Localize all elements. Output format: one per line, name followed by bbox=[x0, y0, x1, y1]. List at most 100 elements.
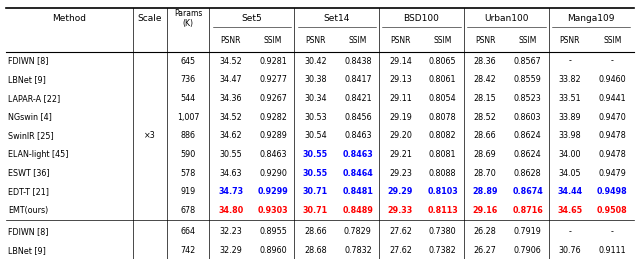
Text: 0.9470: 0.9470 bbox=[598, 113, 627, 121]
Text: 34.73: 34.73 bbox=[218, 187, 243, 196]
Text: 1,007: 1,007 bbox=[177, 113, 200, 121]
Text: 30.71: 30.71 bbox=[303, 187, 328, 196]
Text: 30.55: 30.55 bbox=[303, 150, 328, 159]
Text: 0.7906: 0.7906 bbox=[514, 246, 541, 255]
Text: 742: 742 bbox=[180, 246, 196, 255]
Text: 0.9267: 0.9267 bbox=[259, 94, 287, 103]
Text: 29.16: 29.16 bbox=[472, 206, 498, 215]
Text: 0.9111: 0.9111 bbox=[598, 246, 626, 255]
Text: 0.8081: 0.8081 bbox=[429, 150, 456, 159]
Text: 30.38: 30.38 bbox=[304, 75, 327, 84]
Text: 0.9303: 0.9303 bbox=[258, 206, 289, 215]
Text: BSD100: BSD100 bbox=[404, 14, 440, 23]
Text: 0.8624: 0.8624 bbox=[514, 131, 541, 140]
Text: -: - bbox=[568, 227, 572, 236]
Text: 29.19: 29.19 bbox=[389, 113, 412, 121]
Text: EMT(ours): EMT(ours) bbox=[8, 206, 49, 215]
Text: 33.82: 33.82 bbox=[559, 75, 581, 84]
Text: 0.7919: 0.7919 bbox=[514, 227, 541, 236]
Text: 28.89: 28.89 bbox=[472, 187, 498, 196]
Text: 0.8113: 0.8113 bbox=[428, 206, 458, 215]
Text: 0.7832: 0.7832 bbox=[344, 246, 372, 255]
Text: 0.8463: 0.8463 bbox=[344, 131, 372, 140]
Text: NGswin [4]: NGswin [4] bbox=[8, 113, 52, 121]
Text: 29.14: 29.14 bbox=[389, 57, 412, 66]
Text: 0.8463: 0.8463 bbox=[259, 150, 287, 159]
Text: 0.9460: 0.9460 bbox=[598, 75, 626, 84]
Text: -: - bbox=[611, 227, 614, 236]
Text: Method: Method bbox=[52, 14, 86, 23]
Text: 0.9290: 0.9290 bbox=[259, 169, 287, 177]
Text: 0.8523: 0.8523 bbox=[514, 94, 541, 103]
Text: 0.8061: 0.8061 bbox=[429, 75, 456, 84]
Text: 0.8674: 0.8674 bbox=[512, 187, 543, 196]
Text: 0.8054: 0.8054 bbox=[429, 94, 456, 103]
Text: 33.51: 33.51 bbox=[559, 94, 581, 103]
Text: 34.52: 34.52 bbox=[220, 113, 242, 121]
Text: 32.23: 32.23 bbox=[220, 227, 242, 236]
Text: 0.7829: 0.7829 bbox=[344, 227, 372, 236]
Text: 0.9282: 0.9282 bbox=[259, 113, 287, 121]
Text: 29.33: 29.33 bbox=[388, 206, 413, 215]
Text: Set5: Set5 bbox=[241, 14, 262, 23]
Text: 28.70: 28.70 bbox=[474, 169, 497, 177]
Text: 34.00: 34.00 bbox=[559, 150, 581, 159]
Text: 30.76: 30.76 bbox=[559, 246, 581, 255]
Text: ESWT [36]: ESWT [36] bbox=[8, 169, 50, 177]
Text: SSIM: SSIM bbox=[433, 36, 452, 45]
Text: 0.8955: 0.8955 bbox=[259, 227, 287, 236]
Text: 736: 736 bbox=[180, 75, 196, 84]
Text: 0.8628: 0.8628 bbox=[514, 169, 541, 177]
Text: 0.9508: 0.9508 bbox=[597, 206, 628, 215]
Text: 0.9498: 0.9498 bbox=[597, 187, 628, 196]
Text: 0.8624: 0.8624 bbox=[514, 150, 541, 159]
Text: 30.34: 30.34 bbox=[304, 94, 327, 103]
Text: 678: 678 bbox=[180, 206, 196, 215]
Text: 34.47: 34.47 bbox=[220, 75, 242, 84]
Text: 28.68: 28.68 bbox=[304, 246, 327, 255]
Text: 0.9281: 0.9281 bbox=[259, 57, 287, 66]
Text: PSNR: PSNR bbox=[560, 36, 580, 45]
Text: Manga109: Manga109 bbox=[568, 14, 615, 23]
Text: 886: 886 bbox=[180, 131, 196, 140]
Text: LBNet [9]: LBNet [9] bbox=[8, 246, 46, 255]
Text: 0.8417: 0.8417 bbox=[344, 75, 372, 84]
Text: SSIM: SSIM bbox=[604, 36, 621, 45]
Text: 0.7380: 0.7380 bbox=[429, 227, 456, 236]
Text: 0.9441: 0.9441 bbox=[598, 94, 626, 103]
Text: 0.8464: 0.8464 bbox=[342, 169, 373, 177]
Text: 578: 578 bbox=[180, 169, 196, 177]
Text: PSNR: PSNR bbox=[220, 36, 241, 45]
Text: 28.15: 28.15 bbox=[474, 94, 497, 103]
Text: LBNet [9]: LBNet [9] bbox=[8, 75, 46, 84]
Text: 30.53: 30.53 bbox=[304, 113, 327, 121]
Text: -: - bbox=[611, 57, 614, 66]
Text: 30.42: 30.42 bbox=[304, 57, 327, 66]
Text: SwinIR [25]: SwinIR [25] bbox=[8, 131, 54, 140]
Text: 26.27: 26.27 bbox=[474, 246, 497, 255]
Text: 27.62: 27.62 bbox=[389, 246, 412, 255]
Text: 0.8489: 0.8489 bbox=[342, 206, 373, 215]
Text: 664: 664 bbox=[180, 227, 196, 236]
Text: 0.9478: 0.9478 bbox=[598, 131, 627, 140]
Text: 34.44: 34.44 bbox=[557, 187, 582, 196]
Text: FDIWN [8]: FDIWN [8] bbox=[8, 57, 49, 66]
Text: 0.8603: 0.8603 bbox=[514, 113, 541, 121]
Text: 27.62: 27.62 bbox=[389, 227, 412, 236]
Text: Set14: Set14 bbox=[324, 14, 350, 23]
Text: 29.13: 29.13 bbox=[389, 75, 412, 84]
Text: 0.9289: 0.9289 bbox=[259, 131, 287, 140]
Text: SSIM: SSIM bbox=[264, 36, 282, 45]
Text: 0.8438: 0.8438 bbox=[344, 57, 372, 66]
Text: 0.8716: 0.8716 bbox=[512, 206, 543, 215]
Text: 0.9277: 0.9277 bbox=[259, 75, 287, 84]
Text: 29.21: 29.21 bbox=[389, 150, 412, 159]
Text: 29.23: 29.23 bbox=[389, 169, 412, 177]
Text: 0.9479: 0.9479 bbox=[598, 169, 627, 177]
Text: 29.29: 29.29 bbox=[388, 187, 413, 196]
Text: 28.69: 28.69 bbox=[474, 150, 497, 159]
Text: 28.42: 28.42 bbox=[474, 75, 497, 84]
Text: 544: 544 bbox=[180, 94, 196, 103]
Text: 34.36: 34.36 bbox=[220, 94, 242, 103]
Text: 590: 590 bbox=[180, 150, 196, 159]
